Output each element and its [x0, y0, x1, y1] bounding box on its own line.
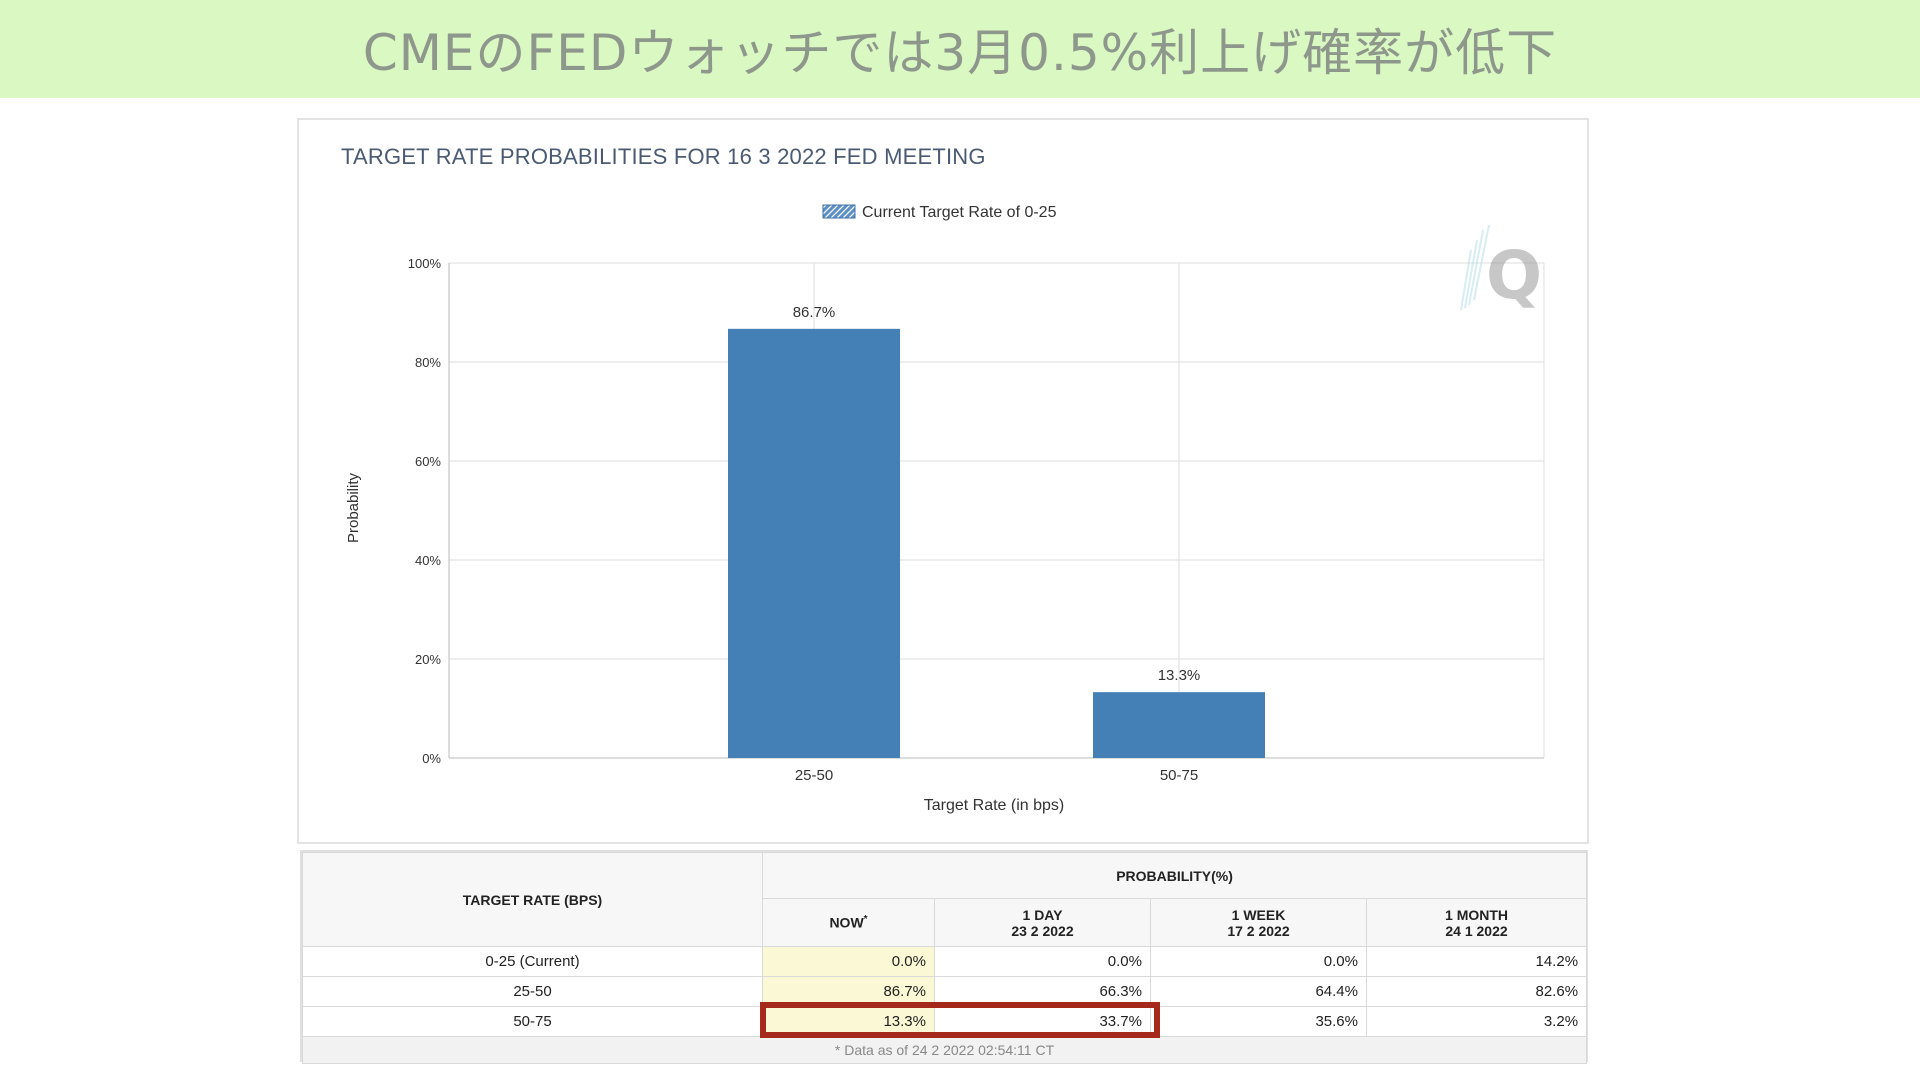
bar-value-label: 13.3% [1158, 667, 1201, 684]
probability-header: PROBABILITY(%) [761, 852, 1588, 899]
rate-cell: 0-25 (Current) [302, 946, 763, 977]
probability-cell: 0.0% [934, 946, 1151, 977]
q-watermark-icon: Q [1460, 224, 1542, 314]
probability-table: TARGET RATE (BPS) PROBABILITY(%) NOW* 1 D… [301, 852, 1588, 1064]
x-tick-label: 25-50 [795, 767, 833, 784]
probability-cell: 64.4% [1150, 976, 1367, 1007]
column-header-label: NOW [829, 914, 864, 931]
legend-swatch [822, 204, 856, 219]
probability-cell: 3.2% [1365, 1006, 1588, 1037]
probability-cell: 66.3% [934, 976, 1151, 1007]
target-rate-header: TARGET RATE (BPS) [302, 852, 763, 947]
column-header-date: 23 2 2022 [1011, 922, 1074, 939]
column-header: 1 WEEK 17 2 2022 [1150, 898, 1367, 947]
bar-value-label: 86.7% [793, 304, 836, 321]
y-axis-label: Probability [345, 472, 362, 543]
y-tick-label: 20% [415, 652, 441, 667]
probability-cell: 86.7% [762, 976, 935, 1007]
data-timestamp-note: * Data as of 24 2 2022 02:54:11 CT [301, 1036, 1588, 1064]
probability-cell: 82.6% [1365, 976, 1588, 1007]
y-tick-label: 40% [415, 553, 441, 568]
bar-25-50 [728, 328, 900, 758]
rate-cell: 50-75 [302, 1006, 763, 1037]
table-row: 0-25 (Current) 0.0% 0.0% 0.0% 14.2% [302, 946, 1588, 977]
column-header-label: 1 DAY [1022, 906, 1063, 923]
x-axis-label: Target Rate (in bps) [924, 797, 1065, 814]
column-header-date: 24 1 2022 [1445, 922, 1508, 939]
chart-legend: Current Target Rate of 0-25 [822, 204, 1057, 221]
y-tick-label: 60% [415, 454, 441, 469]
chart-title: TARGET RATE PROBABILITIES FOR 16 3 2022 … [341, 144, 986, 169]
svg-text:Q: Q [1486, 237, 1542, 314]
x-tick-label: 50-75 [1160, 767, 1198, 784]
column-header-label: 1 MONTH [1445, 906, 1509, 923]
probability-cell: 0.0% [1150, 946, 1367, 977]
rate-cell: 25-50 [302, 976, 763, 1007]
probability-cell: 13.3% [762, 1006, 935, 1037]
column-header-label: 1 WEEK [1231, 906, 1286, 923]
column-header: 1 MONTH 24 1 2022 [1365, 898, 1588, 947]
y-tick-label: 100% [408, 256, 442, 271]
column-header: NOW* [762, 898, 935, 947]
y-tick-label: 0% [422, 751, 441, 766]
column-header: 1 DAY 23 2 2022 [934, 898, 1151, 947]
probability-cell: 14.2% [1365, 946, 1588, 977]
chart-panel: TARGET RATE PROBABILITIES FOR 16 3 2022 … [297, 118, 1589, 844]
probability-cell: 35.6% [1150, 1006, 1367, 1037]
table-row: 50-75 13.3% 33.7% 35.6% 3.2% [302, 1006, 1588, 1037]
table-row: 25-50 86.7% 66.3% 64.4% 82.6% [302, 976, 1588, 1007]
probability-cell: 33.7% [934, 1006, 1151, 1037]
title-banner: CMEのFEDウォッチでは3月0.5%利上げ確率が低下 [0, 0, 1920, 98]
bar-chart: Current Target Rate of 0-25 0% 20% 40% 60% 8… [345, 204, 1545, 814]
probability-table-panel: TARGET RATE (BPS) PROBABILITY(%) NOW* 1 D… [300, 850, 1588, 1064]
bar-50-75 [1093, 692, 1265, 758]
banner-title: CMEのFEDウォッチでは3月0.5%利上げ確率が低下 [362, 24, 1558, 82]
column-header-date: 17 2 2022 [1227, 922, 1290, 939]
legend-label: Current Target Rate of 0-25 [862, 204, 1057, 221]
column-header-marker: * [863, 914, 868, 926]
probability-cell: 0.0% [762, 946, 935, 977]
y-tick-label: 80% [415, 355, 441, 370]
